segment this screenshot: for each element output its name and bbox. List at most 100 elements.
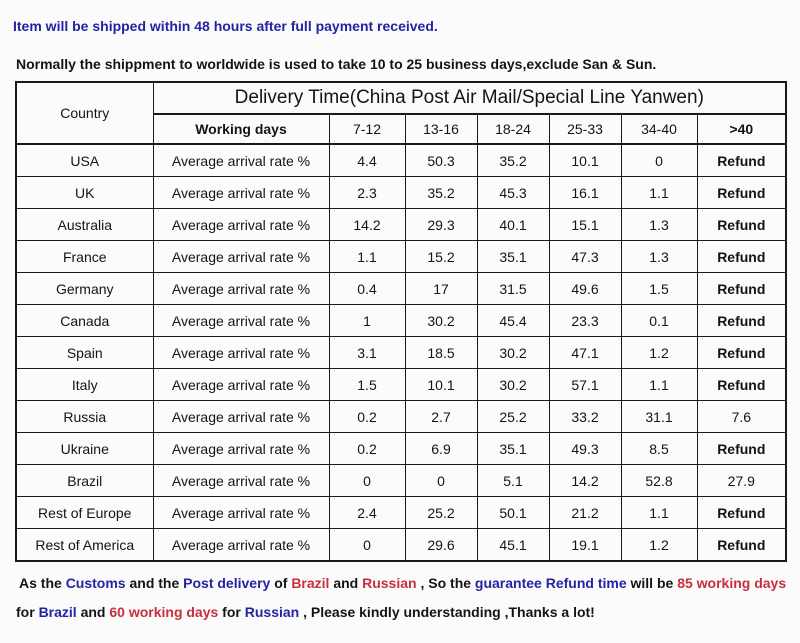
footer-text-segment: guarantee Refund time bbox=[474, 575, 627, 591]
working-days-subheader-cell: 25-33 bbox=[548, 113, 622, 145]
arrival-rate-value-cell: 4.4 bbox=[328, 143, 406, 177]
delivery-time-table: Country Delivery Time(China Post Air Mai… bbox=[15, 81, 788, 562]
arrival-rate-value-cell: 10.1 bbox=[404, 368, 478, 401]
working-days-subheader-cell: 34-40 bbox=[620, 113, 698, 145]
country-cell: UK bbox=[15, 176, 154, 209]
footer-text-segment: As the bbox=[19, 575, 66, 591]
arrival-rate-value-cell: 50.1 bbox=[476, 496, 550, 529]
arrival-rate-value-cell: Refund bbox=[696, 368, 787, 401]
arrival-rate-value-cell: 45.4 bbox=[476, 304, 550, 337]
table-row: Spain Average arrival rate % 3.1 18.5 30.2 47… bbox=[15, 336, 787, 369]
arrival-rate-value-cell: 47.3 bbox=[548, 240, 622, 273]
footer-text-segment: 85 working days bbox=[677, 575, 787, 591]
country-cell: Russia bbox=[15, 400, 154, 433]
delivery-time-header: Delivery Time(China Post Air Mail/Specia… bbox=[152, 81, 787, 115]
arrival-rate-value-cell: 33.2 bbox=[548, 400, 622, 433]
arrival-rate-value-cell: 10.1 bbox=[548, 143, 622, 177]
rate-label-cell: Average arrival rate % bbox=[152, 272, 330, 305]
arrival-rate-value-cell: 14.2 bbox=[328, 208, 406, 241]
rate-label-cell: Average arrival rate % bbox=[152, 240, 330, 273]
arrival-rate-value-cell: 25.2 bbox=[404, 496, 478, 529]
arrival-rate-value-cell: 0 bbox=[328, 464, 406, 497]
arrival-rate-value-cell: 5.1 bbox=[476, 464, 550, 497]
arrival-rate-value-cell: 0 bbox=[620, 143, 698, 177]
table-row: Russia Average arrival rate % 0.2 2.7 25.2 33… bbox=[15, 400, 787, 433]
arrival-rate-value-cell: 25.2 bbox=[476, 400, 550, 433]
arrival-rate-value-cell: 35.2 bbox=[476, 143, 550, 177]
arrival-rate-value-cell: 15.1 bbox=[548, 208, 622, 241]
arrival-rate-value-cell: Refund bbox=[696, 432, 787, 465]
table-row: Germany Average arrival rate % 0.4 17 31.5 49… bbox=[15, 272, 787, 305]
arrival-rate-value-cell: 18.5 bbox=[404, 336, 478, 369]
arrival-rate-value-cell: 45.3 bbox=[476, 176, 550, 209]
arrival-rate-value-cell: 21.2 bbox=[548, 496, 622, 529]
arrival-rate-value-cell: 49.3 bbox=[548, 432, 622, 465]
arrival-rate-value-cell: 31.5 bbox=[476, 272, 550, 305]
footer-text-segment: and bbox=[76, 604, 110, 620]
arrival-rate-value-cell: 15.2 bbox=[404, 240, 478, 273]
table-header-row: Country Delivery Time(China Post Air Mai… bbox=[15, 81, 787, 145]
rate-label-cell: Average arrival rate % bbox=[152, 143, 330, 177]
working-days-subheader-cell: Working days bbox=[152, 113, 330, 145]
working-days-subheader-cell: 18-24 bbox=[476, 113, 550, 145]
arrival-rate-value-cell: Refund bbox=[696, 208, 787, 241]
table-row: Canada Average arrival rate % 1 30.2 45.4 23.… bbox=[15, 304, 787, 337]
arrival-rate-value-cell: 35.2 bbox=[404, 176, 478, 209]
arrival-rate-value-cell: Refund bbox=[696, 304, 787, 337]
footer-text-segment: , Please kindly understanding ,Thanks a … bbox=[299, 604, 595, 620]
arrival-rate-value-cell: 29.6 bbox=[404, 528, 478, 562]
country-cell: Spain bbox=[15, 336, 154, 369]
arrival-rate-value-cell: 1 bbox=[328, 304, 406, 337]
arrival-rate-value-cell: 19.1 bbox=[548, 528, 622, 562]
table-row: Italy Average arrival rate % 1.5 10.1 30.2 57… bbox=[15, 368, 787, 401]
arrival-rate-value-cell: 2.3 bbox=[328, 176, 406, 209]
table-row: Rest of Europe Average arrival rate % 2.4 2… bbox=[15, 496, 787, 529]
arrival-rate-value-cell: 0.4 bbox=[328, 272, 406, 305]
footer-text-segment: for bbox=[16, 604, 39, 620]
rate-label-cell: Average arrival rate % bbox=[152, 400, 330, 433]
arrival-rate-value-cell: 35.1 bbox=[476, 240, 550, 273]
table-row: Ukraine Average arrival rate % 0.2 6.9 35.1 4… bbox=[15, 432, 787, 465]
footer-text-segment: , So the bbox=[416, 575, 475, 591]
arrival-rate-value-cell: 0.2 bbox=[328, 400, 406, 433]
arrival-rate-value-cell: 1.2 bbox=[620, 528, 698, 562]
arrival-rate-value-cell: 1.3 bbox=[620, 240, 698, 273]
arrival-rate-value-cell: 30.2 bbox=[476, 368, 550, 401]
footer-text-segment: Russian bbox=[362, 575, 417, 591]
arrival-rate-value-cell: 0.2 bbox=[328, 432, 406, 465]
footer-text-segment: will be bbox=[626, 575, 678, 591]
table-row: Australia Average arrival rate % 14.2 29.3 4… bbox=[15, 208, 787, 241]
arrival-rate-value-cell: Refund bbox=[696, 496, 787, 529]
footer-text-segment: and bbox=[329, 575, 363, 591]
rate-label-cell: Average arrival rate % bbox=[152, 528, 330, 562]
arrival-rate-value-cell: Refund bbox=[696, 528, 787, 562]
country-cell: Italy bbox=[15, 368, 154, 401]
table-header: Country Delivery Time(China Post Air Mai… bbox=[15, 81, 787, 145]
footer-text-segment: Customs bbox=[65, 575, 126, 591]
arrival-rate-value-cell: 1.2 bbox=[620, 336, 698, 369]
rate-label-cell: Average arrival rate % bbox=[152, 176, 330, 209]
rate-label-cell: Average arrival rate % bbox=[152, 496, 330, 529]
arrival-rate-value-cell: Refund bbox=[696, 240, 787, 273]
arrival-rate-value-cell: 45.1 bbox=[476, 528, 550, 562]
arrival-rate-value-cell: Refund bbox=[696, 336, 787, 369]
rate-label-cell: Average arrival rate % bbox=[152, 432, 330, 465]
footer-text-segment: Post delivery bbox=[183, 575, 271, 591]
country-cell: France bbox=[15, 240, 154, 273]
arrival-rate-value-cell: Refund bbox=[696, 272, 787, 305]
refund-policy-line-2: for Brazil and 60 working days for Russi… bbox=[0, 591, 800, 620]
arrival-rate-value-cell: 6.9 bbox=[404, 432, 478, 465]
arrival-rate-value-cell: 30.2 bbox=[476, 336, 550, 369]
arrival-rate-value-cell: 1.1 bbox=[620, 368, 698, 401]
country-cell: Rest of America bbox=[15, 528, 154, 562]
rate-label-cell: Average arrival rate % bbox=[152, 464, 330, 497]
arrival-rate-value-cell: 0 bbox=[404, 464, 478, 497]
shipping-info-page: Item will be shipped within 48 hours aft… bbox=[0, 18, 800, 620]
country-cell: Rest of Europe bbox=[15, 496, 154, 529]
footer-text-segment: Brazil bbox=[38, 604, 77, 620]
working-days-subheader-cell: 13-16 bbox=[404, 113, 478, 145]
rate-label-cell: Average arrival rate % bbox=[152, 208, 330, 241]
arrival-rate-value-cell: 1.1 bbox=[620, 496, 698, 529]
footer-text-segment: Brazil bbox=[291, 575, 330, 591]
country-cell: Brazil bbox=[15, 464, 154, 497]
